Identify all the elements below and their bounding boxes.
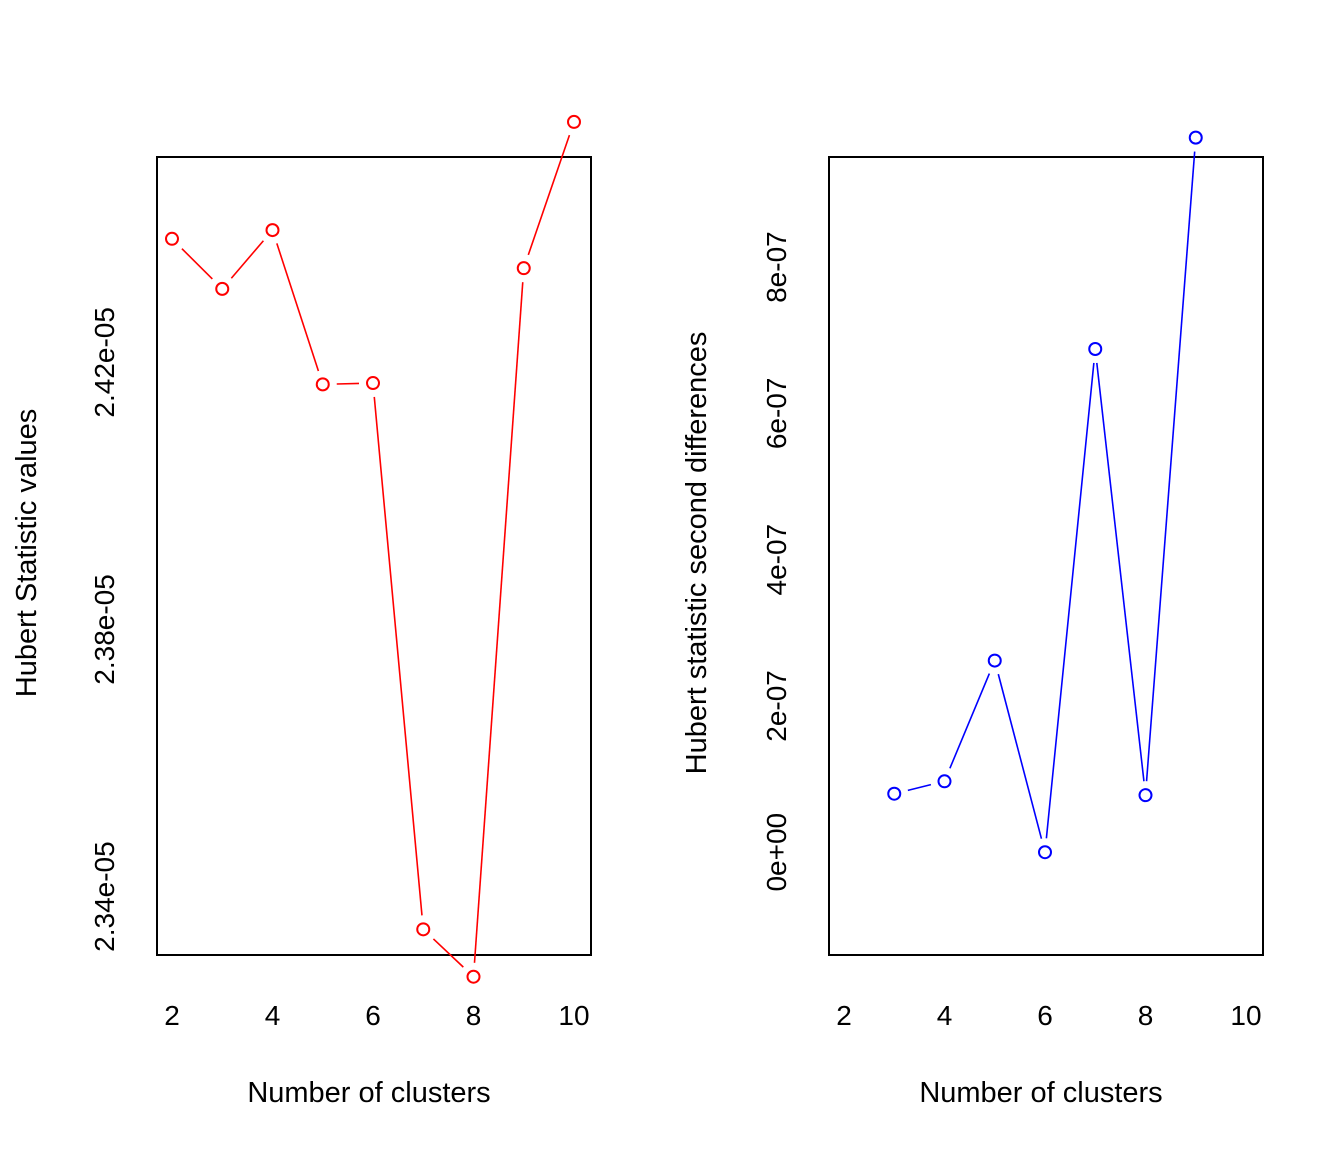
left-x-tick-label: 10: [558, 1000, 589, 1031]
left-y-axis-title: Hubert Statistic values: [11, 409, 43, 698]
left-data-point: [366, 376, 380, 391]
left-y-tick-label: 2.38e-05: [89, 574, 120, 685]
left-data-point: [315, 377, 330, 392]
right-x-tick-labels: 2 4 6 8 10: [836, 955, 1262, 1031]
left-y-tick-labels: 2.34e-05 2.38e-05 2.42e-05: [89, 307, 120, 952]
right-x-axis-title: Number of clusters: [919, 1077, 1162, 1109]
left-series-segment: [432, 938, 464, 968]
left-series-segment: [527, 134, 571, 256]
left-data-point: [466, 969, 481, 984]
right-x-tick-label: 10: [1230, 1000, 1261, 1031]
right-data-point: [937, 774, 952, 789]
right-series-segment: [1096, 362, 1145, 782]
right-series-segment: [907, 783, 932, 792]
right-data-point: [1088, 342, 1103, 357]
left-data-point: [516, 261, 531, 276]
right-data-point: [887, 786, 902, 801]
right-y-tick-label: 4e-07: [761, 524, 792, 596]
right-plot-frame: [828, 156, 1264, 956]
right-series-segment: [1045, 362, 1095, 839]
left-data-point: [215, 281, 230, 296]
left-series-segment: [181, 248, 213, 280]
right-plot-area: [887, 130, 1203, 860]
left-x-tick-label: 8: [466, 1000, 482, 1031]
left-y-tick-label: 2.34e-05: [89, 841, 120, 952]
left-panel: 2 4 6 8 10 2.34e-05 2.38e-05 2.42e-05 Number o…: [11, 114, 592, 1109]
right-data-point: [1038, 845, 1052, 860]
left-x-tick-label: 4: [265, 1000, 281, 1031]
right-series-segment: [997, 673, 1043, 839]
left-x-axis-title: Number of clusters: [247, 1077, 490, 1109]
left-data-point: [567, 114, 581, 129]
left-data-point: [265, 223, 280, 238]
left-series-segment: [230, 240, 265, 279]
right-y-tick-label: 8e-07: [761, 231, 792, 303]
right-series-segment: [949, 673, 991, 769]
left-data-point: [416, 922, 431, 937]
right-x-tick-label: 4: [937, 1000, 953, 1031]
right-data-point: [987, 653, 1002, 668]
left-x-tick-label: 6: [365, 1000, 381, 1031]
right-x-tick-label: 2: [836, 1000, 852, 1031]
right-series-segment: [1145, 151, 1196, 782]
left-data-point: [165, 231, 179, 246]
left-x-tick-label: 2: [164, 1000, 180, 1031]
right-x-tick-label: 6: [1037, 1000, 1053, 1031]
left-x-tick-labels: 2 4 6 8 10: [164, 955, 590, 1031]
right-x-tick-label: 8: [1138, 1000, 1154, 1031]
left-series-segment: [473, 282, 524, 963]
left-plot-frame: [156, 156, 592, 956]
right-y-tick-label: 6e-07: [761, 378, 792, 450]
right-data-point: [1188, 130, 1203, 145]
right-y-axis-title: Hubert statistic second differences: [681, 332, 713, 775]
left-plot-area: [165, 114, 581, 984]
right-data-point: [1138, 788, 1153, 803]
left-y-tick-label: 2.42e-05: [89, 307, 120, 418]
right-y-tick-labels: 0e+00 2e-07 4e-07 6e-07 8e-07: [761, 231, 792, 891]
left-series-segment: [276, 243, 320, 372]
left-series-segment: [336, 382, 360, 385]
right-y-tick-label: 2e-07: [761, 670, 792, 742]
left-series-segment: [373, 396, 423, 916]
right-y-tick-label: 0e+00: [761, 813, 792, 892]
right-panel: 2 4 6 8 10 0e+00 2e-07 4e-07 6e-07 8e-07 Number …: [681, 130, 1264, 1109]
